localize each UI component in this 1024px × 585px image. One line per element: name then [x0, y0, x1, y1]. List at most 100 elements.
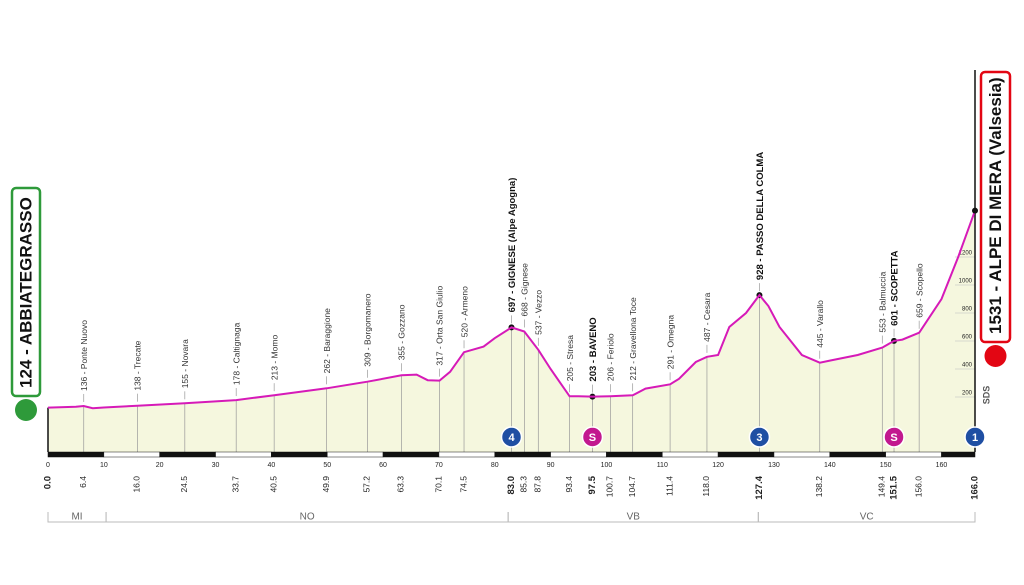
waypoint-label: 697 - GIGNESE (Alpe Agogna) [507, 178, 518, 313]
km-label: 156.0 [913, 476, 923, 498]
y-axis-label: SDS [981, 386, 991, 405]
waypoint-label: 291 - Omegna [665, 315, 675, 370]
x-tick-label: 100 [601, 462, 613, 469]
waypoint-label: 178 - Caltignaga [231, 322, 241, 385]
km-label: 40.5 [268, 476, 278, 493]
marker [883, 426, 905, 448]
profile-line [47, 210, 976, 410]
waypoint-label: 213 - Momo [269, 335, 279, 381]
waypoint-label: 928 - PASSO DELLA COLMA [755, 152, 766, 280]
marker-label: S [589, 432, 596, 444]
km-label: 151.5 [889, 475, 900, 499]
waypoint-label: 601 - SCOPETTA [890, 250, 901, 325]
km-label: 138.2 [814, 476, 824, 498]
x-tick-label: 90 [547, 462, 555, 469]
finish-label: 1531 - ALPE DI MERA (Valsesia) [986, 77, 1005, 334]
y-tick-label: 1200 [959, 251, 973, 257]
km-bar-segment [550, 451, 607, 458]
km-label: 63.3 [396, 476, 406, 493]
km-bar-segment [47, 451, 105, 458]
x-tick-label: 50 [323, 462, 331, 469]
waypoint-label: 487 - Cesara [702, 292, 712, 341]
km-bar-segment [326, 451, 384, 458]
km-label: 93.4 [564, 476, 574, 493]
km-label: 85.3 [519, 476, 529, 493]
region-bracket [757, 512, 976, 523]
waypoint-label: 136 - Ponte Nuovo [79, 320, 89, 391]
x-tick-label: 150 [880, 462, 892, 469]
x-tick-label: 40 [267, 462, 275, 469]
waypoint-label: 537 - Vezzo [534, 290, 544, 335]
waypoint-label: 309 - Borgomanero [363, 293, 373, 367]
waypoint-label: 155 - Novara [180, 339, 190, 388]
km-label: 149.4 [877, 476, 887, 498]
marker [581, 426, 604, 448]
x-tick-label: 10 [100, 462, 108, 469]
waypoint-label: 317 - Orta San Giulio [435, 286, 445, 366]
x-tick-label: 120 [712, 462, 724, 469]
waypoint-label: 205 - Stresa [565, 335, 575, 382]
marker-label: 3 [756, 432, 762, 444]
region-label: VC [860, 512, 874, 523]
km-label: 49.9 [321, 476, 331, 493]
marker-label: S [890, 432, 897, 444]
x-tick-label: 30 [212, 462, 220, 469]
waypoint-label: 138 - Trecate [133, 340, 143, 390]
finish-box [979, 70, 1012, 344]
km-bar-segment [494, 451, 551, 458]
y-tick-label: 200 [962, 391, 973, 397]
km-label: 100.7 [605, 476, 615, 498]
y-tick-label: 800 [962, 307, 973, 313]
region-label: MI [71, 512, 82, 523]
km-bar-segment [271, 451, 328, 458]
km-label: 33.7 [230, 476, 240, 493]
km-label: 166.0 [970, 476, 981, 500]
waypoint-label: 553 - Balmuccia [878, 271, 888, 332]
x-tick-label: 80 [491, 462, 499, 469]
waypoint-label: 212 - Gravellona Toce [628, 297, 638, 380]
waypoint-label: 520 - Armeno [459, 286, 469, 337]
y-tick-label: 600 [962, 335, 973, 341]
km-bar-segment [885, 451, 942, 458]
km-label: 6.4 [78, 476, 88, 488]
km-label: 24.5 [179, 476, 189, 493]
y-tick-label: 1000 [959, 279, 973, 285]
x-tick-label: 130 [768, 462, 780, 469]
x-tick-label: 110 [657, 462, 668, 469]
waypoint-label: 203 - BAVENO [588, 317, 599, 381]
km-bar-segment [773, 451, 831, 458]
waypoint-label: 355 - Gozzano [397, 304, 407, 360]
marker [500, 426, 523, 448]
finish-icon [984, 345, 1007, 367]
region-label: NO [300, 512, 315, 523]
marker-label: 4 [508, 432, 515, 444]
km-bar-segment [662, 451, 719, 458]
km-bar-segment [382, 451, 440, 458]
x-tick-label: 0 [46, 462, 50, 469]
marker [964, 426, 986, 448]
waypoint-label: 262 - Baraggione [322, 308, 332, 373]
km-bar-segment [438, 451, 495, 458]
y-tick-label: 400 [962, 363, 973, 369]
km-label: 97.5 [587, 475, 598, 494]
x-tick-label: 70 [435, 462, 443, 469]
km-label: 104.7 [627, 476, 637, 498]
waypoint-label: 206 - Feriolo [606, 333, 616, 381]
start-icon [15, 399, 37, 421]
km-label: 16.0 [132, 476, 142, 493]
x-tick-label: 20 [156, 462, 164, 469]
km-label: 74.5 [458, 476, 468, 493]
x-tick-label: 160 [936, 462, 948, 469]
km-bar-segment [159, 451, 216, 458]
km-bar-segment [941, 451, 976, 458]
finish-point [972, 207, 978, 214]
km-label: 127.4 [754, 475, 765, 499]
waypoint-label: 659 - Scopello [914, 263, 924, 318]
x-tick-label: 60 [379, 462, 387, 469]
km-bar-segment [606, 451, 663, 458]
start-box [10, 186, 42, 398]
km-bar-segment [215, 451, 272, 458]
marker [748, 426, 771, 448]
